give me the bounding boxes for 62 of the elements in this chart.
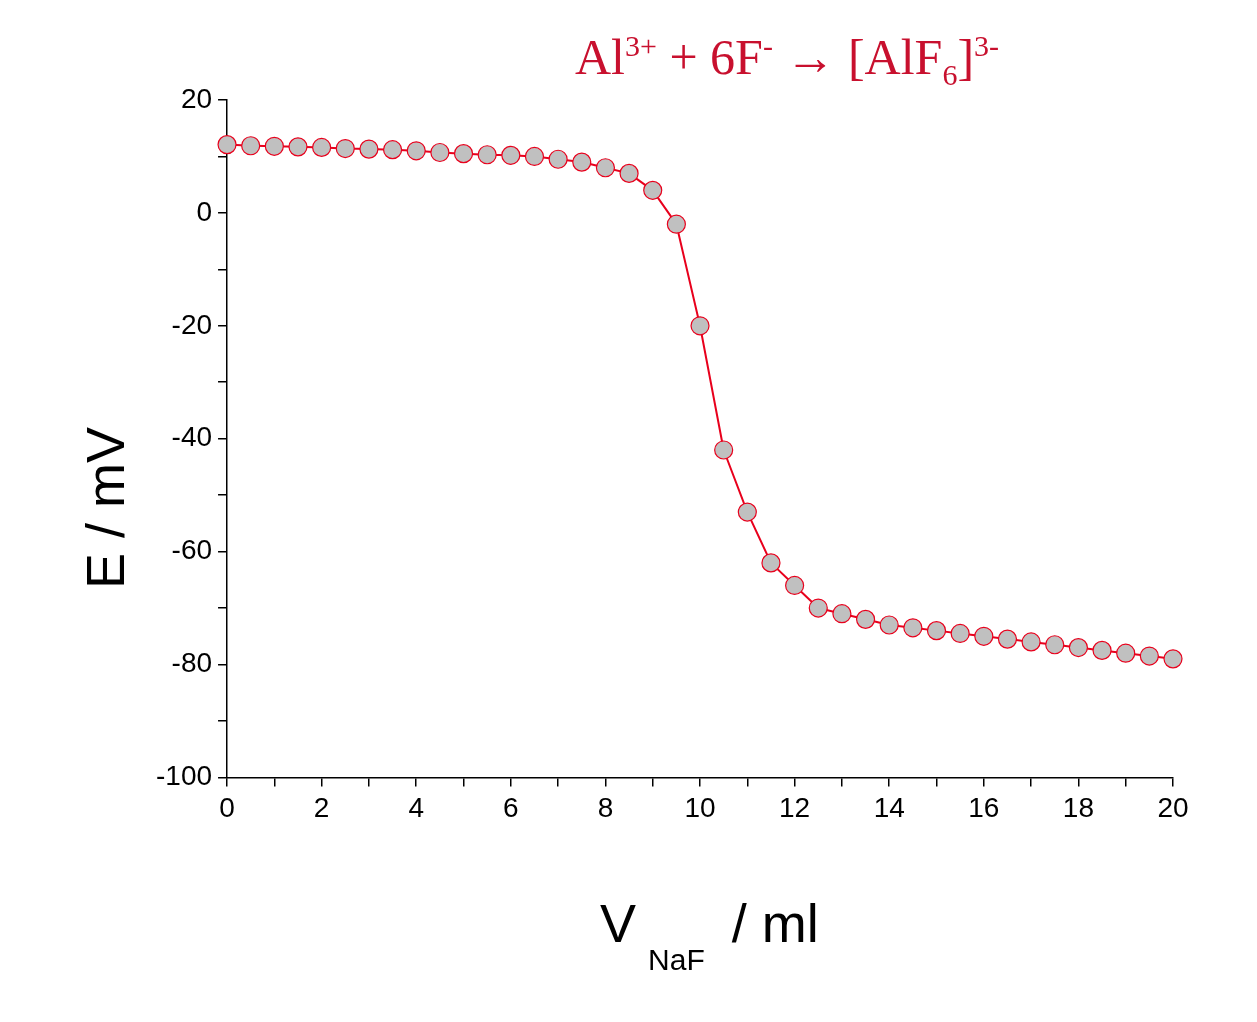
- point: [879, 615, 899, 635]
- point: [501, 145, 521, 165]
- point: [785, 575, 805, 596]
- point: [572, 152, 592, 172]
- point: [1045, 635, 1065, 655]
- x-tick-label: 14: [873, 791, 905, 823]
- point: [241, 136, 261, 156]
- point: [1092, 640, 1112, 660]
- point: [288, 137, 308, 157]
- y-axis-title: E / mV: [74, 426, 136, 590]
- point: [524, 146, 545, 167]
- point: [855, 609, 876, 629]
- point: [477, 145, 497, 165]
- x-tick-label: 4: [408, 791, 425, 823]
- point: [1163, 649, 1183, 669]
- point: [264, 136, 284, 156]
- point: [974, 626, 994, 646]
- point: [903, 618, 923, 638]
- x-tick-label: 20: [1157, 791, 1189, 823]
- point: [595, 158, 616, 178]
- y-tick-label: -60: [171, 534, 213, 566]
- y-tick-label: 0: [196, 195, 213, 227]
- y-tick-label: 20: [180, 82, 213, 114]
- x-tick-label: 0: [219, 791, 235, 823]
- x-tick-label: 6: [503, 791, 519, 823]
- point: [312, 137, 332, 158]
- y-tick-label: -20: [171, 308, 213, 340]
- point: [406, 141, 426, 161]
- x-tick-label: 8: [597, 791, 614, 823]
- point: [548, 149, 568, 169]
- point: [1139, 646, 1159, 666]
- y-tick-label: -40: [171, 421, 213, 453]
- x-tick-label: 12: [779, 791, 811, 823]
- point: [997, 629, 1018, 649]
- point: [832, 604, 852, 624]
- point: [950, 623, 970, 644]
- point: [666, 214, 686, 234]
- point: [430, 142, 450, 163]
- point: [808, 598, 828, 618]
- point: [1021, 632, 1041, 652]
- point: [1116, 643, 1136, 663]
- point: [714, 440, 734, 460]
- x-tick-label: 16: [968, 791, 1000, 823]
- point: [690, 316, 710, 336]
- point: [453, 144, 474, 164]
- point: [619, 163, 639, 183]
- x-axis-title: V$_{NaF}$ / ml: [600, 892, 819, 977]
- point: [335, 138, 355, 159]
- x-tick-label: 10: [684, 791, 716, 823]
- y-tick-label: -80: [171, 647, 213, 679]
- point: [926, 621, 947, 641]
- x-tick-label: 2: [313, 791, 330, 823]
- point: [1068, 637, 1088, 658]
- point: [359, 139, 379, 159]
- point: [643, 180, 663, 200]
- y-tick-label: -100: [155, 760, 213, 792]
- point: [217, 135, 237, 155]
- x-tick-label: 18: [1062, 791, 1094, 823]
- point: [761, 553, 781, 573]
- point: [737, 502, 757, 522]
- chart-title: Al$^{3+}$ + 6F$^{-}$ → [AlF$_{6}$]$^{3-}$: [575, 28, 1000, 92]
- point: [382, 140, 403, 160]
